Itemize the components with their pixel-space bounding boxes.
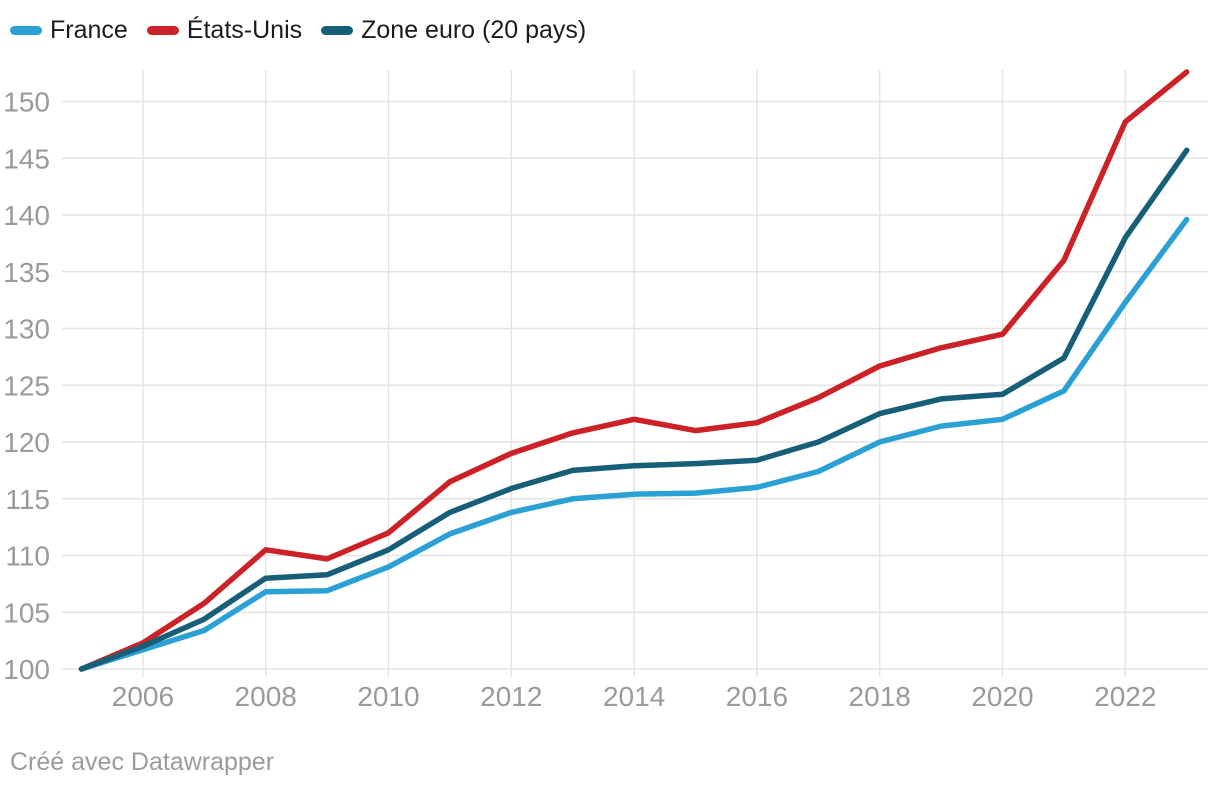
legend: France États-Unis Zone euro (20 pays) bbox=[10, 16, 586, 45]
legend-swatch-etats-unis bbox=[146, 26, 179, 35]
legend-item-france: France bbox=[10, 16, 128, 45]
legend-label-zone-euro: Zone euro (20 pays) bbox=[361, 16, 587, 44]
x-tick-label-2016: 2016 bbox=[726, 681, 788, 712]
x-tick-label-2014: 2014 bbox=[603, 681, 665, 712]
y-tick-label-135: 135 bbox=[3, 257, 50, 288]
y-tick-label-105: 105 bbox=[3, 597, 50, 628]
x-tick-label-2022: 2022 bbox=[1094, 681, 1156, 712]
legend-label-france: France bbox=[50, 16, 128, 44]
y-tick-label-110: 110 bbox=[5, 541, 50, 572]
y-tick-label-130: 130 bbox=[3, 314, 50, 345]
x-tick-label-2018: 2018 bbox=[849, 681, 911, 712]
y-tick-label-115: 115 bbox=[5, 484, 50, 515]
legend-swatch-france bbox=[10, 26, 42, 35]
y-tick-label-120: 120 bbox=[3, 427, 50, 458]
series-line-france bbox=[78, 216, 1190, 672]
legend-item-zone-euro: Zone euro (20 pays) bbox=[321, 16, 586, 45]
x-tick-label-2008: 2008 bbox=[235, 681, 297, 712]
y-tick-label-140: 140 bbox=[3, 200, 50, 231]
x-tick-label-2012: 2012 bbox=[480, 681, 542, 712]
y-tick-label-100: 100 bbox=[3, 654, 50, 685]
x-tick-label-2010: 2010 bbox=[357, 681, 419, 712]
x-tick-label-2020: 2020 bbox=[971, 681, 1033, 712]
attribution: Créé avec Datawrapper bbox=[10, 748, 275, 776]
y-tick-label-145: 145 bbox=[3, 143, 50, 174]
y-tick-label-150: 150 bbox=[3, 87, 50, 118]
x-tick-label-2006: 2006 bbox=[112, 681, 174, 712]
series-line-etats-unis bbox=[78, 69, 1190, 672]
y-tick-label-125: 125 bbox=[3, 370, 50, 401]
series-line-zone-euro-20-pays bbox=[78, 147, 1190, 672]
legend-label-etats-unis: États-Unis bbox=[186, 16, 303, 44]
legend-item-etats-unis: États-Unis bbox=[146, 16, 303, 45]
legend-swatch-zone-euro bbox=[321, 26, 354, 35]
